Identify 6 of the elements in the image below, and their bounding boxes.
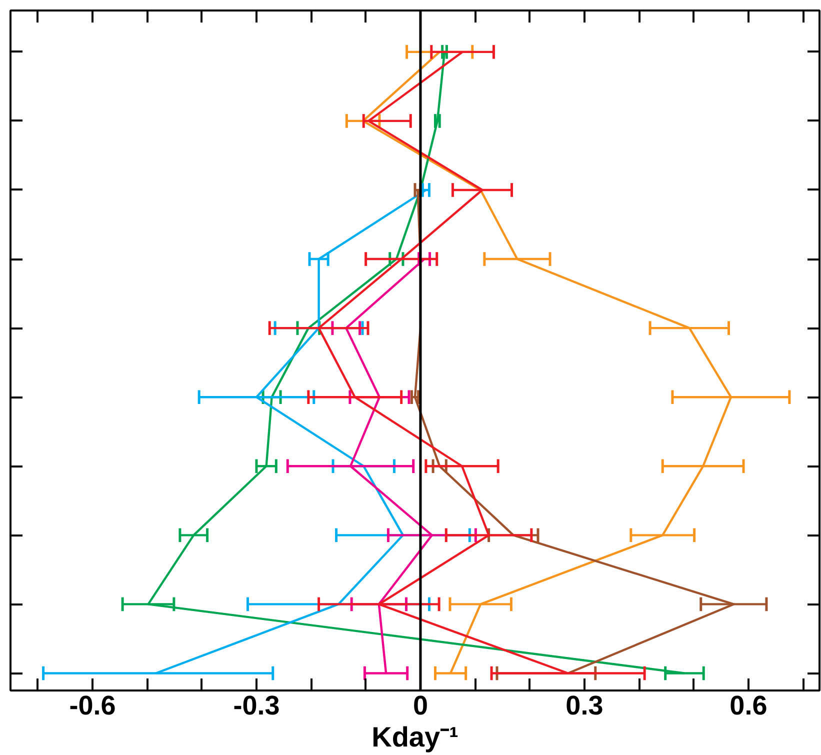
x-tick-label: 0 <box>412 690 428 720</box>
x-tick-label: 0.6 <box>730 690 768 720</box>
x-tick-label: 0.3 <box>566 690 604 720</box>
x-tick-label: -0.6 <box>69 690 116 720</box>
x-axis-title: Kday⁻¹ <box>372 722 458 752</box>
x-tick-label: -0.3 <box>233 690 280 720</box>
